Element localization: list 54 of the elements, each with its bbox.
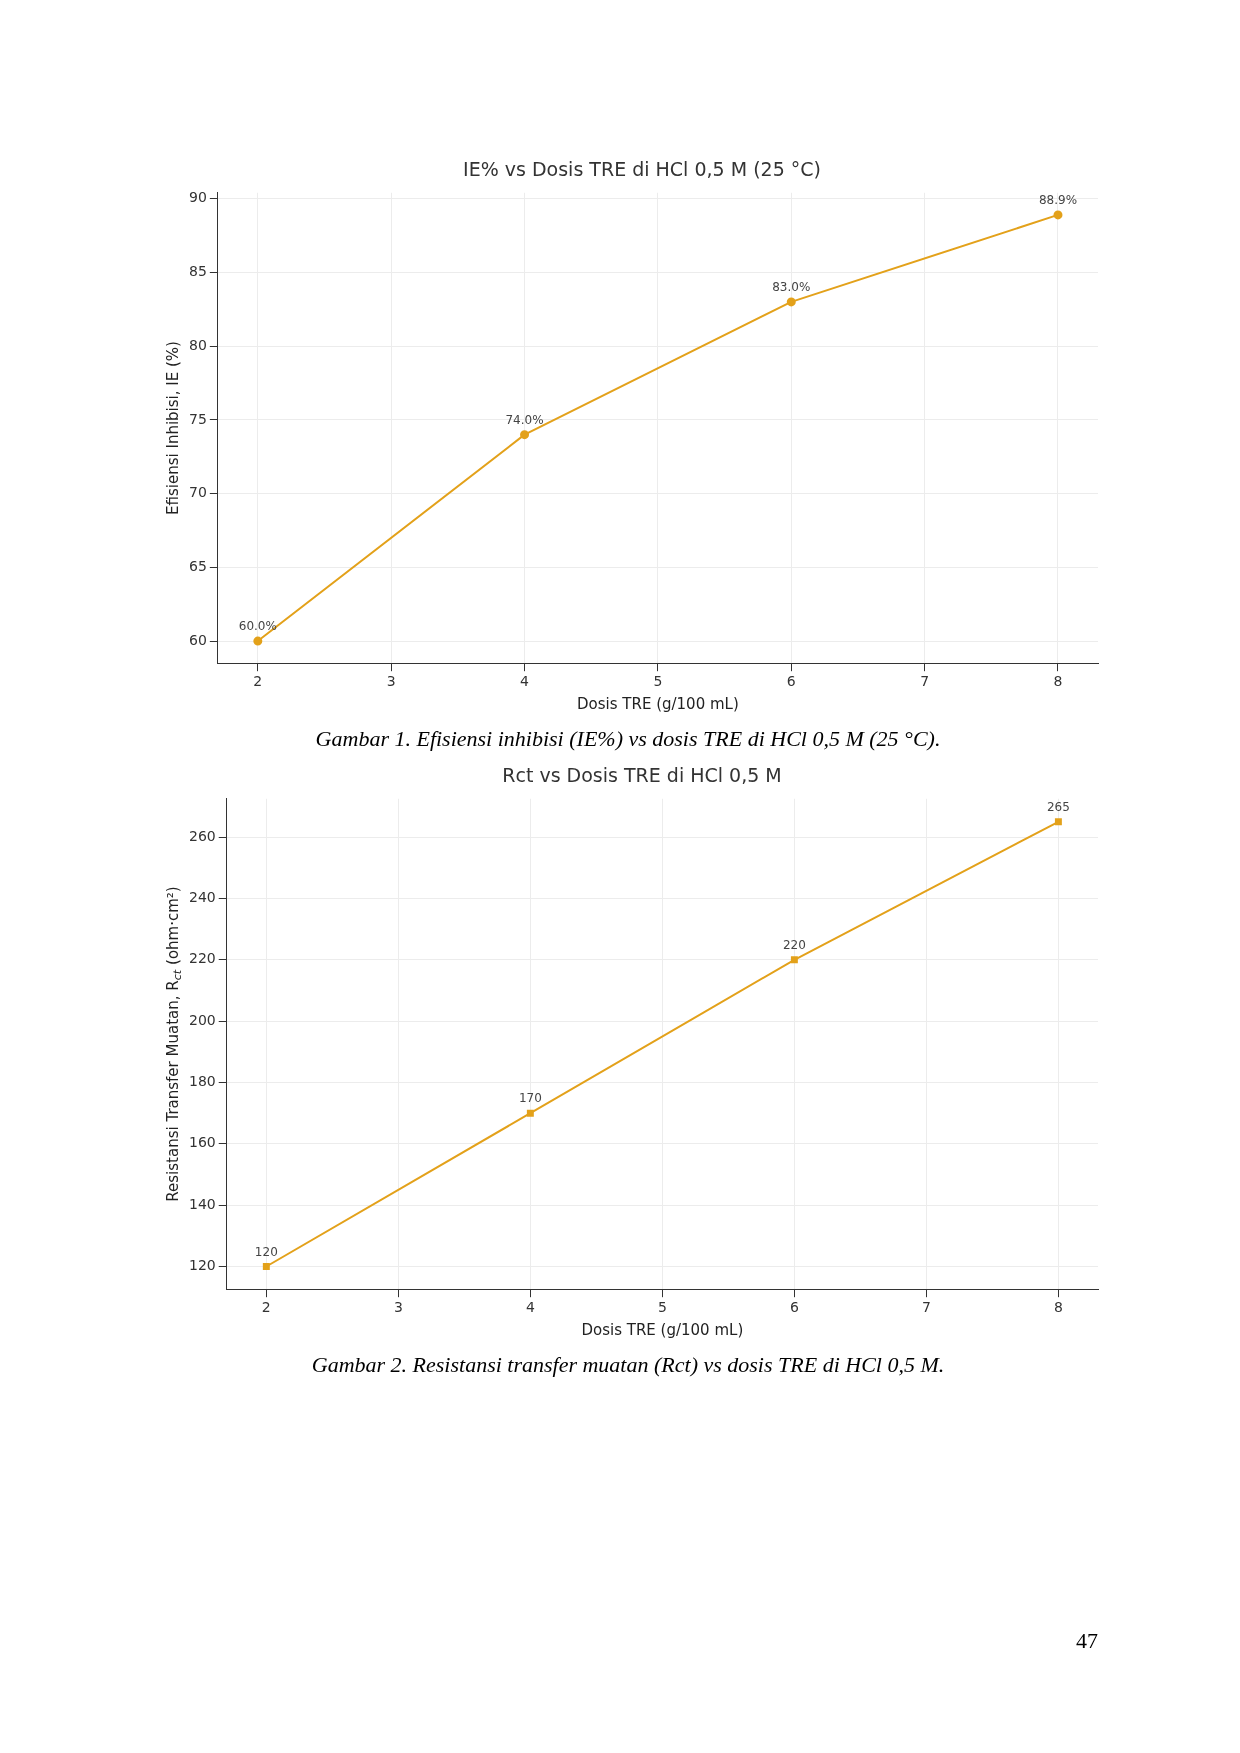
x-tick-label: 4	[525, 1299, 535, 1316]
y-tick-label: 140	[188, 1195, 216, 1212]
x-tick-label: 2	[261, 1299, 271, 1316]
y-tick-label: 240	[188, 889, 216, 906]
x-tick-label: 4	[520, 673, 530, 690]
data-label: 83.0%	[772, 280, 811, 295]
x-tick-label: 3	[393, 1299, 403, 1316]
point	[790, 956, 798, 964]
y-tick-label: 160	[188, 1134, 216, 1151]
chart-title: Rct vs Dosis TRE di HCl 0,5 M	[502, 764, 782, 787]
point	[786, 297, 796, 307]
x-tick-label: 3	[386, 673, 396, 690]
x-tick-label: 7	[921, 1299, 931, 1316]
x-tick-label: 7	[920, 673, 930, 690]
x-tick-label: 8	[1053, 673, 1063, 690]
text: 47	[1075, 1628, 1098, 1654]
data-label: 265	[1046, 799, 1070, 814]
data-label: 220	[782, 937, 806, 952]
x-tick-label: 2	[253, 673, 263, 690]
y-tick-label: 200	[188, 1011, 216, 1028]
x-tick-label: 5	[657, 1299, 667, 1316]
data-label: 88.9%	[1038, 193, 1078, 208]
y-axis-title: Efisiensi Inhibisi, IE (%)	[163, 341, 182, 515]
point	[520, 430, 530, 440]
y-tick-label: 220	[188, 950, 216, 967]
y-tick-label: 85	[188, 263, 207, 280]
x-tick-label: 8	[1053, 1299, 1063, 1316]
y-tick-label: 120	[188, 1257, 216, 1274]
data-label: 74.0%	[505, 412, 544, 427]
y-tick-label: 90	[188, 189, 207, 206]
y-tick-label: 70	[188, 484, 207, 501]
chart-title: IE% vs Dosis TRE di HCl 0,5 M (25 °C)	[463, 158, 821, 181]
x-tick-label: 6	[789, 1299, 799, 1316]
x-axis-title: Dosis TRE (g/100 mL)	[581, 1320, 744, 1339]
y-axis-title: Resistansi Transfer Muatan, Rct (ohm·cm²)	[163, 886, 185, 1202]
text: Gambar 2. Resistansi transfer muatan (Rct) vs dosis TRE di HCl 0,5 M.	[310, 1352, 946, 1378]
y-tick-label: 260	[188, 827, 216, 844]
x-tick-label: 6	[786, 673, 796, 690]
point	[253, 636, 263, 646]
y-tick-label: 65	[188, 557, 207, 574]
data-label: 60.0%	[238, 619, 277, 634]
y-tick-label: 80	[188, 336, 207, 353]
x-tick-label: 5	[653, 673, 663, 690]
y-tick-label: 60	[188, 631, 207, 648]
data-label: 170	[518, 1091, 542, 1106]
point	[262, 1263, 270, 1270]
point	[526, 1109, 534, 1117]
text: Gambar 1. Efisiensi inhibisi (IE%) vs dosis TRE di HCl 0,5 M (25 °C).	[314, 726, 942, 752]
data-label: 120	[254, 1244, 278, 1259]
point	[1053, 210, 1063, 220]
point	[1054, 818, 1062, 826]
x-axis-title: Dosis TRE (g/100 mL)	[577, 694, 739, 713]
y-tick-label: 75	[188, 410, 207, 427]
y-tick-label: 180	[188, 1073, 216, 1090]
